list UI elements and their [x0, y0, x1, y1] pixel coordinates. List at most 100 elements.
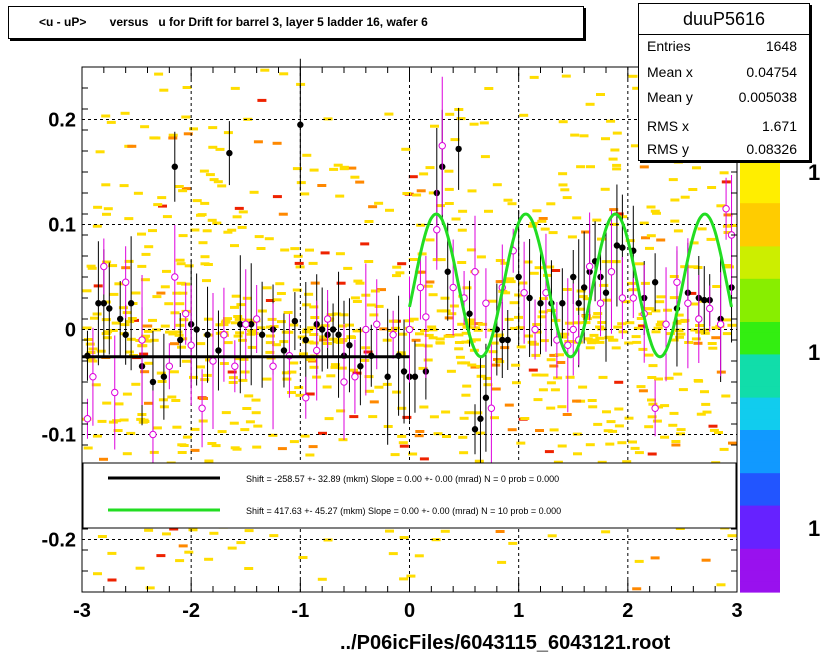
histogram-bin: [554, 353, 564, 357]
histogram-bin: [689, 241, 699, 245]
histogram-bin: [562, 196, 572, 200]
histogram-bin: [687, 291, 697, 295]
histogram-bin: [627, 281, 636, 285]
histogram-bin: [346, 335, 356, 339]
histogram-bin: [136, 417, 146, 421]
histogram-bin: [299, 352, 308, 356]
histogram-bin: [550, 388, 560, 392]
histogram-bin: [611, 346, 621, 350]
histogram-bin: [462, 384, 472, 388]
histogram-bin: [306, 358, 316, 362]
histogram-bin: [164, 302, 174, 306]
y-tick-label: 0: [65, 320, 76, 342]
histogram-bin: [624, 341, 634, 345]
histogram-bin: [549, 353, 559, 357]
histogram-bin: [673, 372, 683, 376]
profile-point: [198, 404, 206, 412]
histogram-bin: [423, 284, 433, 288]
histogram-bin: [290, 247, 300, 251]
histogram-bin: [488, 350, 498, 354]
palette-cell: [740, 581, 780, 593]
histogram-bin: [600, 187, 610, 191]
profile-point: [83, 415, 92, 423]
histogram-bin: [144, 401, 153, 405]
histogram-bin: [654, 377, 663, 381]
histogram-bin: [596, 93, 605, 96]
histogram-bin: [612, 167, 622, 171]
histogram-bin: [586, 165, 595, 169]
histogram-bin: [305, 392, 315, 396]
profile-point: [165, 362, 174, 370]
histogram-bin: [723, 231, 733, 234]
profile-point: [318, 326, 326, 333]
histogram-bin: [265, 341, 275, 345]
palette-cell: [740, 505, 780, 517]
histogram-bin: [205, 173, 215, 177]
profile-point: [662, 320, 670, 328]
histogram-bin: [581, 230, 591, 234]
histogram-bin: [326, 313, 336, 317]
histogram-bin: [309, 333, 319, 336]
profile-point: [177, 336, 184, 344]
profile-point: [411, 373, 419, 380]
histogram-bin: [595, 340, 605, 344]
histogram-bin: [160, 324, 170, 328]
histogram-bin: [392, 390, 402, 394]
histogram-bin: [411, 338, 421, 342]
profile-point: [269, 362, 277, 370]
histogram-bin: [709, 428, 719, 432]
histogram-bin: [570, 133, 580, 137]
histogram-bin: [646, 234, 656, 238]
histogram-bin: [174, 333, 184, 337]
histogram-bin: [558, 172, 568, 176]
histogram-bin: [379, 327, 389, 331]
histogram-bin: [294, 261, 304, 265]
palette-cell: [740, 343, 780, 355]
profile-point: [569, 325, 577, 334]
histogram-bin: [459, 451, 469, 455]
histogram-bin: [231, 294, 241, 298]
histogram-bin: [317, 577, 327, 581]
profile-point: [117, 315, 124, 323]
histogram-bin: [561, 74, 571, 78]
histogram-bin: [153, 203, 163, 207]
histogram-bin: [212, 221, 222, 225]
histogram-bin: [656, 295, 666, 299]
histogram-bin: [435, 337, 445, 341]
histogram-bin: [236, 303, 246, 307]
histogram-bin: [83, 338, 93, 341]
histogram-bin: [323, 117, 333, 121]
histogram-bin: [93, 572, 102, 576]
histogram-bin: [177, 451, 187, 454]
histogram-bin: [118, 306, 128, 310]
histogram-bin: [85, 342, 95, 346]
histogram-bin: [399, 577, 409, 581]
histogram-bin: [101, 183, 111, 187]
histogram-bin: [538, 217, 548, 220]
histogram-bin: [442, 435, 451, 438]
histogram-bin: [144, 528, 154, 532]
histogram-bin: [360, 242, 370, 246]
histogram-bin: [156, 291, 166, 295]
histogram-bin: [519, 113, 529, 117]
histogram-bin: [679, 319, 689, 323]
histogram-bin: [459, 416, 469, 420]
palette-cell: [740, 246, 780, 258]
histogram-bin: [529, 75, 539, 79]
histogram-bin: [473, 411, 483, 415]
histogram-bin: [244, 529, 254, 533]
histogram-bin: [538, 388, 548, 392]
histogram-bin: [684, 341, 694, 344]
stats-label: RMS y: [647, 141, 689, 157]
histogram-bin: [652, 211, 661, 215]
histogram-bin: [277, 447, 287, 451]
histogram-bin: [135, 566, 145, 570]
histogram-bin: [461, 331, 471, 335]
histogram-bin: [639, 221, 649, 225]
profile-point: [531, 325, 539, 334]
histogram-bin: [487, 299, 497, 303]
histogram-bin: [647, 398, 656, 402]
histogram-bin: [245, 420, 255, 424]
histogram-bin: [122, 311, 132, 315]
histogram-bin: [564, 321, 574, 325]
